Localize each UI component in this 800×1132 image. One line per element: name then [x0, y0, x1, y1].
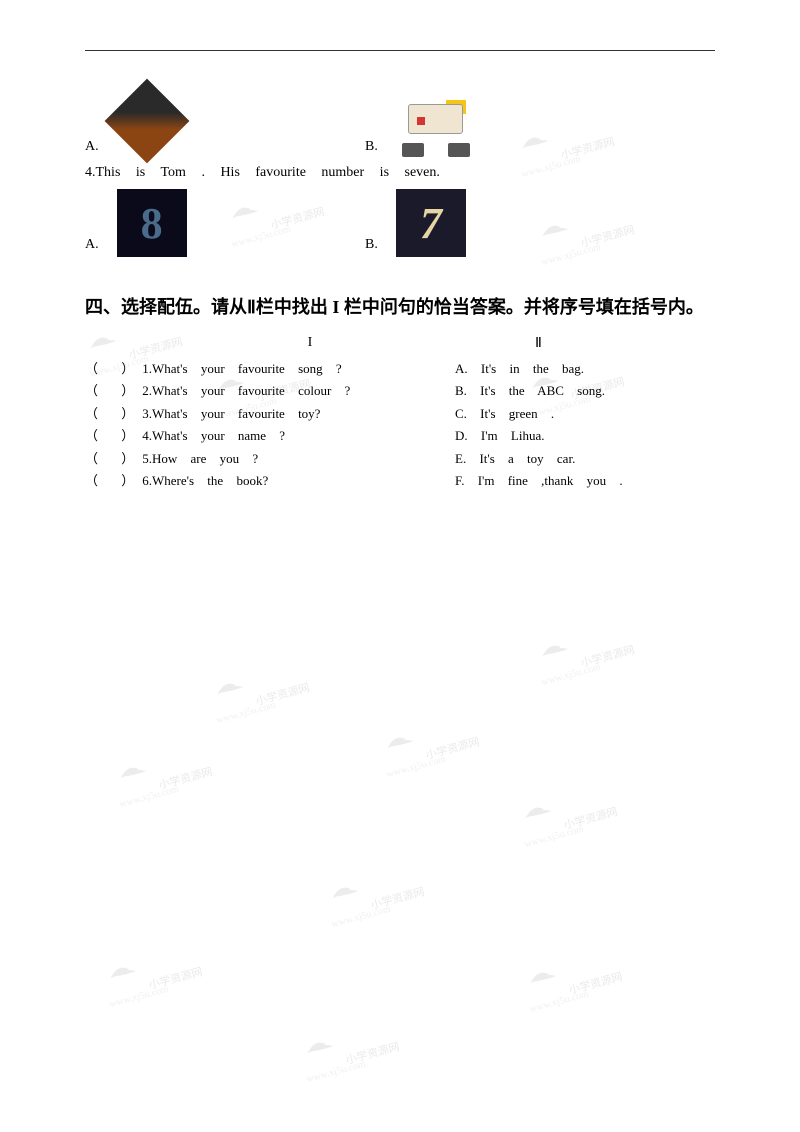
match-answer: E. It's a toy car. [455, 448, 575, 469]
number-seven-icon: 7 [396, 189, 466, 257]
match-question: （ ） 5.How are you ? [85, 448, 455, 469]
q4-opt-a-label: A. [85, 237, 99, 257]
answer-bracket[interactable]: （ ） [85, 428, 134, 443]
match-question: （ ） 6.Where's the book? [85, 470, 455, 491]
section4-heading: 四、选择配伍。请从Ⅱ栏中找出 I 栏中问句的恰当答案。并将序号填在括号内。 [85, 289, 715, 325]
match-question: （ ） 2.What's your favourite colour ? [85, 380, 455, 401]
watermark: 小学资源网www.xj5u.com [215, 676, 310, 714]
question-text: 5.How are you ? [142, 451, 258, 466]
answer-bracket[interactable]: （ ） [85, 406, 134, 421]
match-row: （ ） 2.What's your favourite colour ? B. I… [85, 380, 715, 401]
watermark: 小学资源网www.xj5u.com [540, 638, 635, 676]
watermark: 小学资源网www.xj5u.com [108, 960, 203, 998]
answer-bracket[interactable]: （ ） [85, 361, 134, 376]
match-row: （ ） 1.What's your favourite song ? A. It's… [85, 358, 715, 379]
watermark: 小学资源网www.xj5u.com [330, 880, 425, 918]
watermark: 小学资源网www.xj5u.com [528, 965, 623, 1003]
answer-bracket[interactable]: （ ） [85, 383, 134, 398]
match-answer: F. I'm fine ,thank you . [455, 470, 623, 491]
match-question: （ ） 3.What's your favourite toy? [85, 403, 455, 424]
match-question: （ ） 4.What's your name ? [85, 425, 455, 446]
watermark: 小学资源网www.xj5u.com [523, 800, 618, 838]
match-row: （ ） 3.What's your favourite toy? C. It's g… [85, 403, 715, 424]
answer-bracket[interactable]: （ ） [85, 451, 134, 466]
watermark: 小学资源网www.xj5u.com [305, 1035, 400, 1073]
match-answer: D. I'm Lihua. [455, 425, 545, 446]
q4-options: A. 8 B. 7 [85, 189, 715, 257]
match-answer: C. It's green . [455, 403, 554, 424]
kite-icon [104, 79, 189, 164]
question-text: 4.What's your name ? [142, 428, 285, 443]
match-answer: B. It's the ABC song. [455, 380, 605, 401]
q4-sentence: 4.This is Tom . His favourite number is … [85, 165, 715, 181]
match-row: （ ） 4.What's your name ? D. I'm Lihua. [85, 425, 715, 446]
number-eight-icon: 8 [117, 189, 187, 257]
question-text: 6.Where's the book? [142, 473, 268, 488]
q4-opt-b-label: B. [365, 237, 378, 257]
question-text: 1.What's your favourite song ? [142, 361, 341, 376]
col1-header: I [85, 335, 415, 352]
answer-bracket[interactable]: （ ） [85, 473, 134, 488]
match-answer: A. It's in the bag. [455, 358, 584, 379]
top-divider [85, 50, 715, 51]
question-text: 2.What's your favourite colour ? [142, 383, 350, 398]
game-console-icon [396, 104, 476, 159]
match-row: （ ） 6.Where's the book? F. I'm fine ,than… [85, 470, 715, 491]
match-rows-container: （ ） 1.What's your favourite song ? A. It's… [85, 358, 715, 492]
columns-header: I Ⅱ [85, 335, 715, 352]
q3-opt-b-label: B. [365, 139, 378, 159]
q3-opt-a-label: A. [85, 139, 99, 159]
question-text: 3.What's your favourite toy? [142, 406, 320, 421]
watermark: 小学资源网www.xj5u.com [385, 730, 480, 768]
col2-header: Ⅱ [415, 335, 542, 352]
match-question: （ ） 1.What's your favourite song ? [85, 358, 455, 379]
match-row: （ ） 5.How are you ? E. It's a toy car. [85, 448, 715, 469]
q3-options: A. B. [85, 91, 715, 159]
watermark: 小学资源网www.xj5u.com [118, 760, 213, 798]
